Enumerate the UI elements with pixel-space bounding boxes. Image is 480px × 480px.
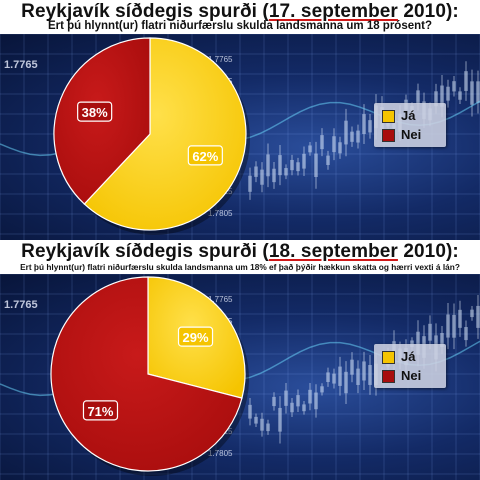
poll-question: Ert þú hlynnt(ur) flatri niðurfærslu sku… — [47, 20, 432, 32]
pie-slice-ja — [83, 37, 247, 231]
chart-legend: Já Nei — [374, 344, 446, 388]
legend-label-nei: Nei — [401, 368, 422, 383]
poll-panel-1: Reykjavík síðdegis spurði (17. september… — [0, 0, 480, 240]
title-date: 17. september — [268, 1, 398, 22]
legend-swatch-ja — [382, 351, 395, 364]
title-suffix: 2010): — [397, 1, 459, 22]
ticker-label: 1.7765 — [208, 295, 233, 304]
ticker-label: 1.7765 — [4, 299, 38, 311]
legend-swatch-nei — [382, 370, 395, 383]
chart-legend: Já Nei — [374, 103, 446, 147]
ticker-label: 1.7805 — [208, 449, 233, 458]
panel-header: Reykjavík síðdegis spurði (17. september… — [0, 0, 480, 34]
pie-chart: 62% 38% — [53, 37, 250, 235]
ticker-label: 1.7805 — [208, 209, 233, 218]
data-label: 38% — [82, 105, 108, 120]
legend-label-ja: Já — [401, 349, 416, 364]
legend-label-ja: Já — [401, 108, 416, 123]
data-label-box — [77, 101, 113, 122]
title-date: 18. september — [268, 241, 398, 262]
poll-question: Ert þú hlynnt(ur) flatri niðurfærslu sku… — [20, 262, 460, 272]
poll-title: Reykjavík síðdegis spurði (18. september… — [0, 241, 480, 263]
data-label-box — [82, 400, 119, 421]
ticker-label: 1.7765 — [4, 59, 38, 71]
pie-chart: 29% 71% — [50, 276, 249, 476]
panel-header: Reykjavík síðdegis spurði (18. september… — [0, 240, 480, 274]
title-suffix: 2010): — [397, 241, 459, 262]
pie-slice-nei — [50, 276, 243, 472]
title-prefix: Reykjavík síðdegis spurði ( — [21, 1, 269, 22]
data-label-box — [177, 326, 214, 347]
legend-swatch-ja — [382, 110, 395, 123]
data-label: 62% — [192, 149, 218, 164]
ticker-label: 1.7765 — [208, 55, 233, 64]
legend-swatch-nei — [382, 129, 395, 142]
data-label-box — [187, 145, 223, 166]
data-label: 71% — [87, 404, 113, 419]
title-prefix: Reykjavík síðdegis spurði ( — [21, 241, 269, 262]
poll-title: Reykjavík síðdegis spurði (17. september… — [0, 1, 480, 23]
poll-panel-2: Reykjavík síðdegis spurði (18. september… — [0, 240, 480, 480]
data-label: 29% — [183, 330, 209, 345]
legend-label-nei: Nei — [401, 127, 422, 142]
